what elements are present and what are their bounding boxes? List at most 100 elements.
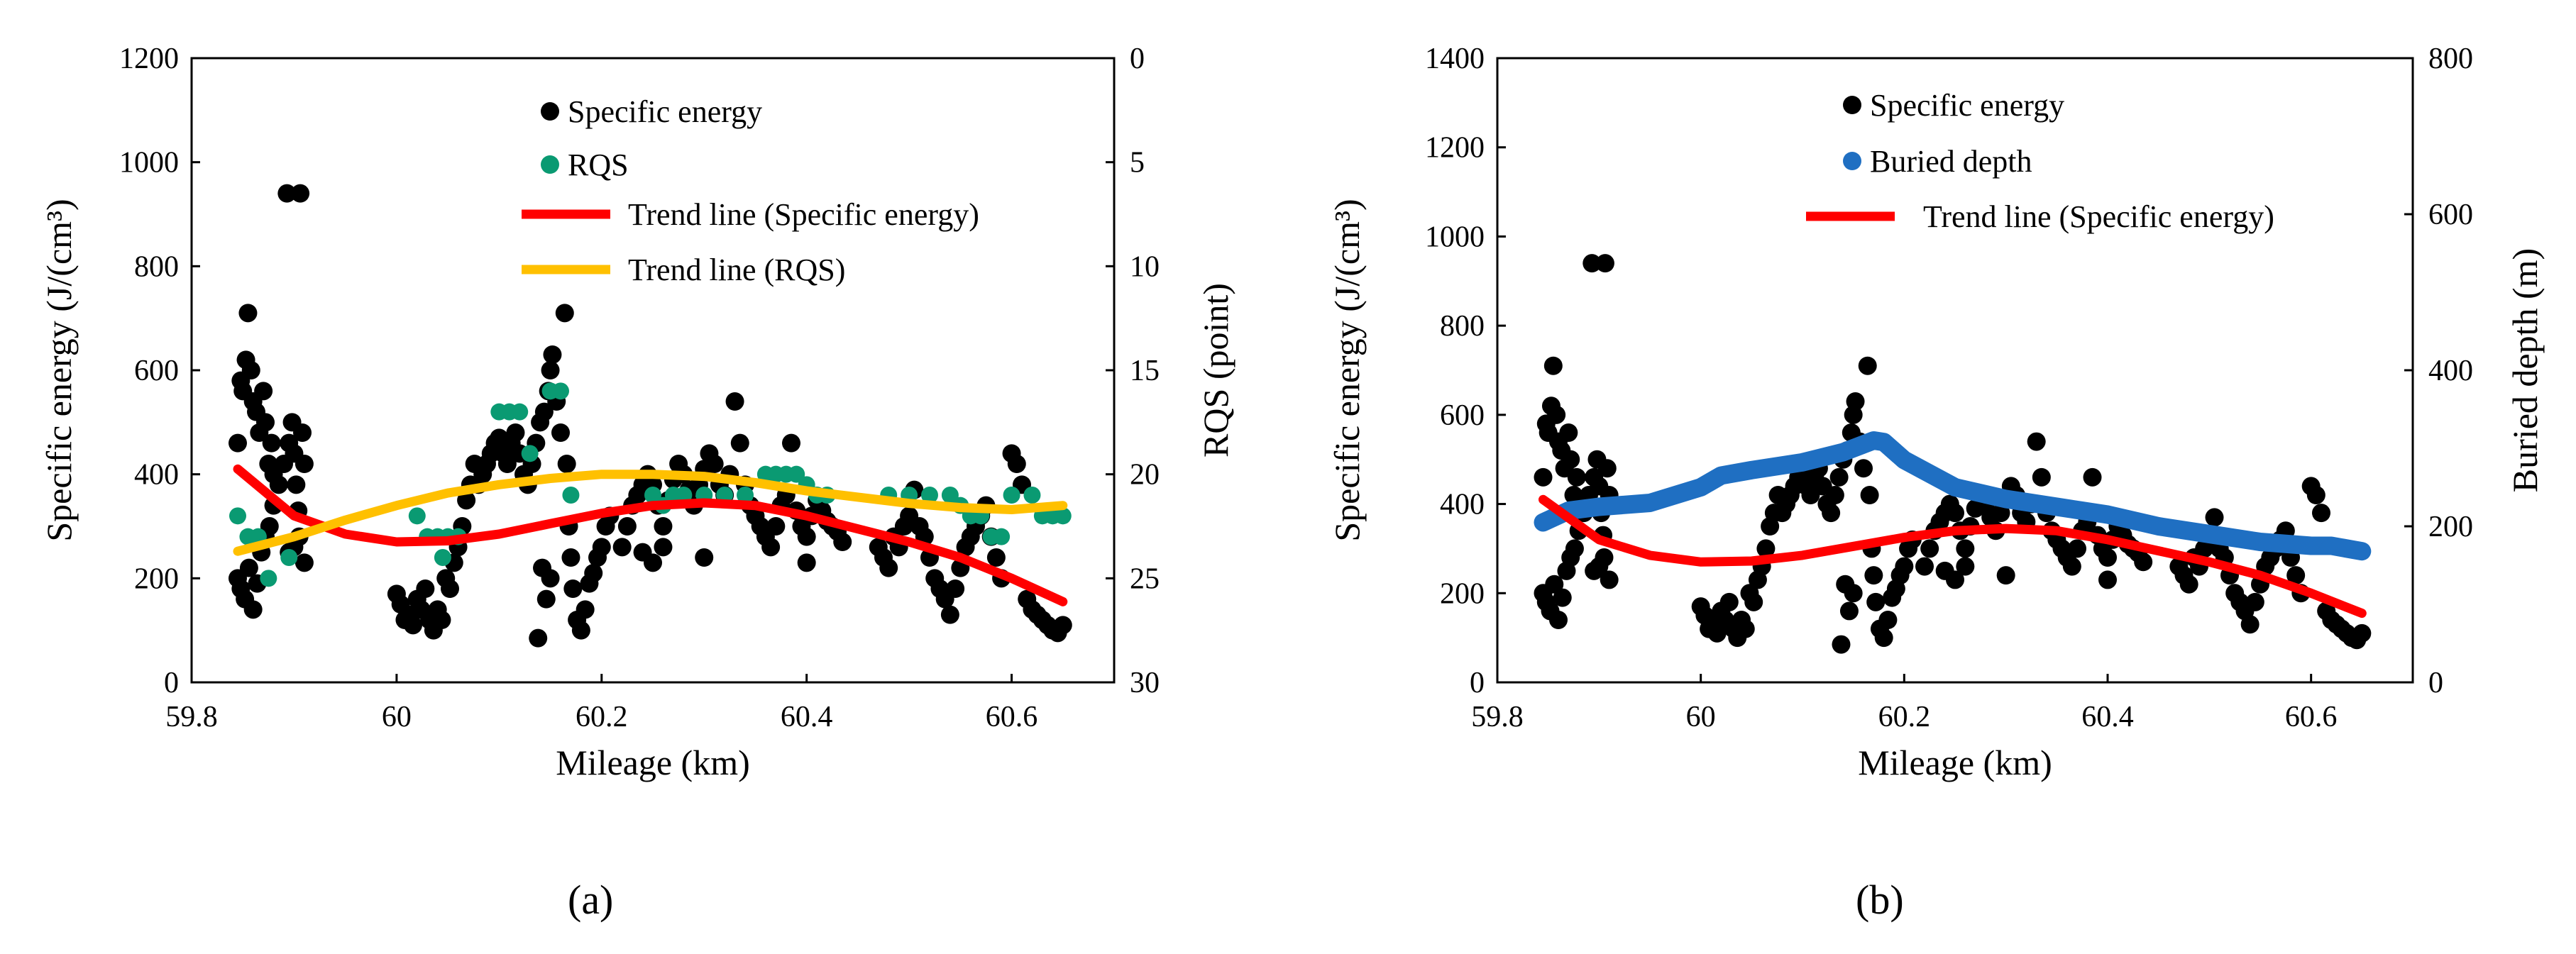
panel-a-point-rqs xyxy=(644,487,661,504)
panel-a-x-tick-label: 60.4 xyxy=(781,701,833,733)
panel-b-y2-tick-label: 200 xyxy=(2428,511,2473,543)
panel-b-point-specific-energy xyxy=(1956,557,1975,576)
panel-a-point-rqs xyxy=(737,487,754,504)
panel-b-legend-marker-specific-energy xyxy=(1843,96,1861,114)
panel-a-point-specific-energy xyxy=(541,569,560,588)
panel-a-point-specific-energy xyxy=(293,423,312,442)
panel-a-y-tick-label: 600 xyxy=(134,355,179,387)
panel-a-x-tick-label: 59.8 xyxy=(165,701,218,733)
panel-b-point-specific-energy xyxy=(2068,539,2086,558)
panel-b-y2-tick-label: 600 xyxy=(2428,199,2473,231)
panel-a-y-tick-label: 200 xyxy=(134,562,179,595)
panel-a-point-rqs xyxy=(788,465,805,483)
panel-b-x-tick-label: 60.6 xyxy=(2285,701,2338,733)
panel-a-point-specific-energy xyxy=(541,361,560,379)
panel-b-y-tick-label: 1400 xyxy=(1425,43,1485,75)
panel-a-point-specific-energy xyxy=(592,538,611,557)
panel-b-point-specific-energy xyxy=(1874,628,1893,648)
panel-a-point-specific-energy xyxy=(644,553,662,572)
panel-a-point-rqs xyxy=(408,507,426,525)
panel-b-point-specific-energy xyxy=(1549,611,1568,629)
panel-b-point-specific-energy xyxy=(1839,601,1859,621)
panel-a-y2-tick-label: 20 xyxy=(1130,459,1160,492)
panel-a-point-rqs xyxy=(434,549,451,566)
panel-a-point-specific-energy xyxy=(229,433,247,453)
panel-a-point-rqs xyxy=(552,382,569,400)
panel-a-point-specific-energy xyxy=(761,538,781,557)
panel-a-point-specific-energy xyxy=(551,423,570,442)
panel-a-point-rqs xyxy=(1054,507,1072,525)
panel-a-point-specific-energy xyxy=(291,184,310,203)
panel-a-point-specific-energy xyxy=(555,304,574,323)
panel-b-y2-tick-label: 400 xyxy=(2428,355,2473,387)
panel-b-label: (b) xyxy=(1856,876,1904,924)
panel-b-point-specific-energy xyxy=(1736,619,1755,638)
panel-b-legend: Specific energy Buried depth Trend line (S… xyxy=(1806,88,2274,234)
panel-a-point-specific-energy xyxy=(506,423,525,442)
panel-b-point-specific-energy xyxy=(2098,570,2117,589)
panel-a-point-specific-energy xyxy=(986,548,1006,567)
panel-b-point-specific-energy xyxy=(2286,566,2306,585)
panel-b-point-specific-energy xyxy=(1543,356,1563,375)
panel-a-point-specific-energy xyxy=(946,579,965,598)
panel-a-line-trend-line-specific-energy xyxy=(233,464,1068,606)
panel-b-point-specific-energy xyxy=(1846,392,1865,411)
panel-a-chart: 59.8 60 60.2 60.4 60.6 0 200 400 600 800 1000 1200 0… xyxy=(39,43,1235,782)
panel-a-plot-frame xyxy=(190,57,1116,684)
panel-a-y-tick-label: 400 xyxy=(134,459,179,492)
panel-b-point-specific-energy xyxy=(2306,486,2325,504)
panel-b-point-specific-energy xyxy=(1567,467,1586,487)
panel-b-line-trend-line-specific-energy xyxy=(1539,494,2367,619)
panel-a-point-specific-energy xyxy=(277,184,297,203)
panel-b-point-specific-energy xyxy=(2245,592,2264,611)
panel-a-x-axis-label: Mileage (km) xyxy=(556,743,750,782)
panel-b-chart: 59.8 60 60.2 60.4 60.6 0 200 400 600 800 1000 1200 1… xyxy=(1327,43,2545,782)
panel-b-point-specific-energy xyxy=(1895,557,1914,576)
panel-a-point-specific-energy xyxy=(529,628,548,648)
panel-b-point-specific-energy xyxy=(2240,615,2259,634)
panel-b-y-tick-label: 1000 xyxy=(1425,221,1485,253)
panel-a-point-specific-energy xyxy=(654,538,673,557)
panel-a-point-rqs xyxy=(1023,487,1041,504)
panel-a-legend-marker-rqs xyxy=(541,155,559,174)
panel-b-point-specific-energy xyxy=(1600,570,1619,589)
panel-b-point-specific-energy xyxy=(1583,254,1602,273)
panel-a-point-specific-energy xyxy=(940,605,959,624)
panel-b-point-specific-energy xyxy=(1946,570,1964,589)
panel-a-line-trend-line-rqs xyxy=(233,470,1068,556)
panel-b-point-specific-energy xyxy=(1854,459,1873,478)
panel-a-point-rqs xyxy=(229,507,246,525)
panel-b-point-specific-energy xyxy=(2062,557,2081,576)
panel-b-point-specific-energy xyxy=(2027,432,2046,451)
panel-a-x-tick-label: 60.2 xyxy=(576,701,628,733)
panel-a-point-specific-energy xyxy=(404,616,422,635)
panel-b-point-specific-energy xyxy=(1545,575,1564,594)
panel-a-y-tick-label: 1200 xyxy=(119,43,179,75)
panel-a-point-specific-energy xyxy=(416,579,435,598)
panel-a-label: (a) xyxy=(568,876,613,924)
panel-b-y-tick-label: 200 xyxy=(1440,577,1485,610)
panel-b-x-tick-label: 60.2 xyxy=(1878,701,1931,733)
panel-b-point-specific-energy xyxy=(1915,557,1934,576)
panel-b-point-specific-energy xyxy=(1866,592,1886,611)
panel-a-point-specific-energy xyxy=(833,533,852,551)
panel-b-x-tick-label: 59.8 xyxy=(1471,701,1524,733)
panel-a-series-trend-line-specific-energy xyxy=(233,464,1068,606)
panel-b-point-specific-energy xyxy=(2032,467,2051,487)
panel-b-y2-tick-label: 0 xyxy=(2428,667,2443,699)
panel-a-legend-label-trend-line-specific-energy: Trend line (Specific energy) xyxy=(628,197,979,232)
panel-a-point-specific-energy xyxy=(238,304,258,323)
panel-a-legend-label-trend-line-rqs: Trend line (RQS) xyxy=(628,253,845,287)
panel-a-point-specific-energy xyxy=(269,475,288,494)
panel-b-x-tick-label: 60 xyxy=(1686,701,1716,733)
panel-a-point-specific-energy xyxy=(797,553,816,572)
panel-a-y2-tick-label: 10 xyxy=(1130,250,1160,283)
panel-a-label-text: (a) xyxy=(568,877,614,923)
panel-a-y-tick-label: 0 xyxy=(164,667,179,699)
panel-b-y-tick-label: 600 xyxy=(1440,399,1485,432)
panel-a-legend-label-specific-energy: Specific energy xyxy=(568,94,762,129)
panel-a-point-rqs xyxy=(562,487,580,504)
panel-b-point-specific-energy xyxy=(1832,635,1851,654)
panel-a-point-specific-energy xyxy=(571,621,590,640)
